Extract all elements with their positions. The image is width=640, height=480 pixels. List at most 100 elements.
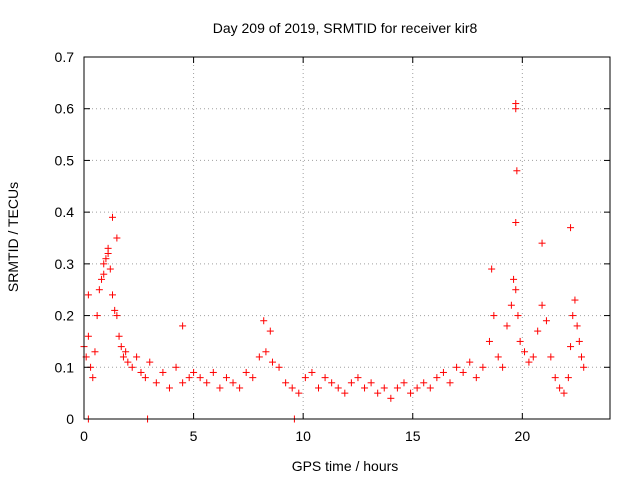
data-point — [361, 384, 369, 392]
data-point — [490, 312, 498, 320]
data-point — [119, 353, 127, 361]
data-point — [108, 291, 116, 299]
data-point — [407, 389, 415, 397]
x-tick-label: 20 — [515, 428, 531, 444]
data-point — [529, 353, 537, 361]
data-point — [542, 317, 550, 325]
data-point — [420, 379, 428, 387]
data-point — [499, 363, 507, 371]
data-point — [354, 374, 362, 382]
y-tick-label: 0.3 — [55, 256, 75, 272]
data-point — [513, 167, 521, 175]
data-point — [102, 255, 110, 263]
data-point — [512, 105, 520, 113]
data-point — [108, 213, 116, 221]
data-point — [466, 358, 474, 366]
grid-lines — [84, 57, 610, 419]
y-tick-label: 0.4 — [55, 204, 75, 220]
data-point — [106, 265, 114, 273]
data-point — [578, 353, 586, 361]
data-point — [560, 389, 568, 397]
data-point — [146, 358, 154, 366]
data-point — [91, 348, 99, 356]
data-point — [89, 374, 97, 382]
data-point — [128, 363, 136, 371]
data-point — [165, 384, 173, 392]
data-point — [525, 358, 533, 366]
x-tick-label: 10 — [295, 428, 311, 444]
data-point — [494, 353, 502, 361]
data-point — [393, 384, 401, 392]
data-point — [159, 368, 167, 376]
data-point — [347, 379, 355, 387]
data-point — [485, 337, 493, 345]
data-point — [400, 379, 408, 387]
x-axis-label: GPS time / hours — [292, 458, 399, 474]
data-point — [446, 379, 454, 387]
data-point — [551, 374, 559, 382]
data-point — [453, 363, 461, 371]
data-point — [113, 234, 121, 242]
data-point — [275, 363, 283, 371]
data-point — [229, 379, 237, 387]
data-point — [334, 384, 342, 392]
data-point — [196, 374, 204, 382]
data-point — [516, 337, 524, 345]
data-point — [185, 374, 193, 382]
data-point — [260, 317, 268, 325]
data-point — [556, 384, 564, 392]
data-point — [503, 322, 511, 330]
data-points — [80, 100, 588, 423]
data-point — [534, 327, 542, 335]
data-point — [104, 244, 112, 252]
data-point — [113, 312, 121, 320]
data-point — [216, 384, 224, 392]
data-point — [571, 296, 579, 304]
data-point — [374, 389, 382, 397]
data-point — [100, 260, 108, 268]
data-point — [459, 368, 467, 376]
data-point — [255, 353, 263, 361]
data-point — [439, 368, 447, 376]
data-point — [242, 368, 250, 376]
data-point — [203, 379, 211, 387]
axis-ticks: 0 5 10 15 20 0 0.1 0.2 0.3 0.4 0.5 0.6 0.7 — [55, 49, 610, 444]
x-tick-label: 5 — [190, 428, 198, 444]
data-point — [380, 384, 388, 392]
data-point — [433, 374, 441, 382]
data-point — [117, 343, 125, 351]
data-point — [569, 312, 577, 320]
data-point — [222, 374, 230, 382]
data-point — [308, 368, 316, 376]
data-point — [95, 286, 103, 294]
data-point — [249, 374, 257, 382]
data-point — [179, 379, 187, 387]
data-point — [521, 348, 529, 356]
data-point — [262, 348, 270, 356]
data-point — [321, 374, 329, 382]
data-point — [512, 286, 520, 294]
data-point — [387, 394, 395, 402]
data-point — [282, 379, 290, 387]
data-point — [315, 384, 323, 392]
data-point — [413, 384, 421, 392]
data-point — [538, 239, 546, 247]
data-point — [426, 384, 434, 392]
data-point — [567, 343, 575, 351]
data-point — [179, 322, 187, 330]
x-tick-label: 0 — [80, 428, 88, 444]
data-point — [301, 374, 309, 382]
data-point — [141, 374, 149, 382]
data-point — [507, 301, 515, 309]
data-point — [84, 291, 92, 299]
data-point — [328, 379, 336, 387]
data-point — [152, 379, 160, 387]
data-point — [479, 363, 487, 371]
data-point — [137, 368, 145, 376]
data-point — [575, 337, 583, 345]
data-point — [288, 384, 296, 392]
data-point — [111, 306, 119, 314]
data-point — [266, 327, 274, 335]
data-point — [472, 374, 480, 382]
